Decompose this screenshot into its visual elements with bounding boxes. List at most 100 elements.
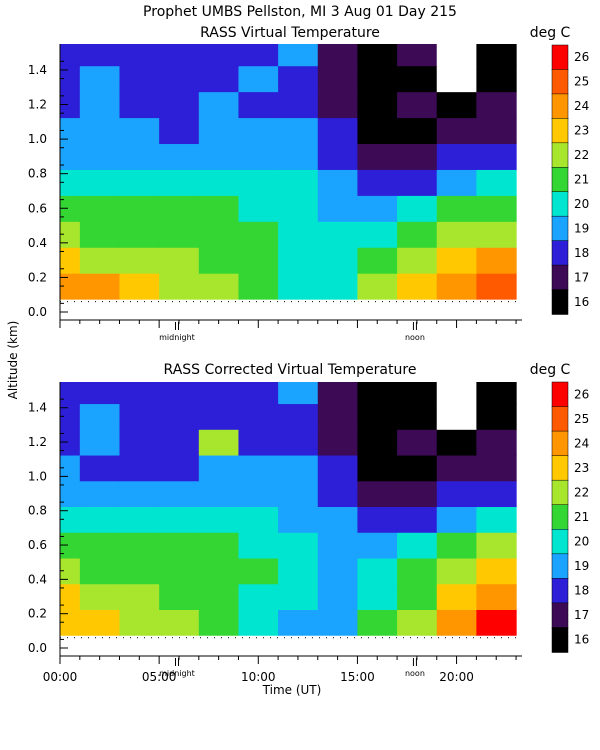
colorbar-label: 24 (574, 436, 589, 450)
heatmap-cell (79, 44, 121, 67)
heatmap-cell (278, 44, 319, 67)
heatmap-cell (317, 169, 359, 196)
heatmap-cell (476, 91, 517, 119)
heatmap-cell (238, 583, 279, 610)
heatmap-cell (357, 480, 398, 508)
heatmap-cell (159, 44, 200, 67)
heatmap-cell (476, 557, 517, 585)
heatmap-cell (397, 169, 438, 196)
heatmap-cell (476, 273, 517, 300)
colorbar-swatch-20 (551, 191, 569, 217)
heatmap-cell (238, 454, 279, 482)
heatmap-cell (436, 195, 477, 222)
heatmap-cell (159, 117, 200, 145)
heatmap-cell (119, 247, 160, 274)
heatmap-cell (79, 195, 121, 222)
heatmap-cell (238, 91, 279, 119)
y-tick-label: 1.2 (28, 98, 47, 112)
heatmap-cell (119, 273, 160, 300)
x-axis-label: Time (UT) (262, 683, 322, 697)
heatmap-cell (317, 403, 359, 430)
heatmap-cell (357, 117, 398, 145)
heatmap-cell (79, 403, 121, 430)
heatmap-cell (198, 117, 240, 145)
heatmap-cell (278, 143, 319, 170)
heatmap-cell (198, 65, 240, 93)
heatmap-cell (397, 506, 438, 533)
colorbar-label: 16 (574, 295, 589, 309)
heatmap-cell (159, 143, 200, 170)
heatmap-cell (238, 44, 279, 67)
heatmap-cell (198, 429, 240, 456)
heatmap-cell (159, 506, 200, 533)
y-tick-label: 0.0 (28, 305, 47, 319)
colorbar-unit: deg C (530, 25, 571, 41)
colorbar-label: 25 (574, 412, 589, 426)
heatmap-cell (119, 557, 160, 585)
colorbar-label: 23 (574, 461, 589, 475)
y-axis-label: Altitude (km) (6, 321, 20, 400)
colorbar-swatch-21 (551, 167, 569, 193)
heatmap-cell (397, 195, 438, 222)
panel-title: RASS Virtual Temperature (200, 25, 380, 41)
heatmap-cell (317, 583, 359, 610)
colorbar-swatch-26 (551, 44, 569, 71)
heatmap-cell (60, 506, 81, 533)
heatmap-cell (159, 65, 200, 93)
heatmap-cell (198, 403, 240, 430)
heatmap-cell (436, 65, 477, 93)
heatmap-cell (357, 195, 398, 222)
heatmap-cell (476, 454, 517, 482)
heatmap-cell (436, 403, 477, 430)
heatmap-cell (476, 532, 517, 559)
heatmap-cell (436, 91, 477, 119)
panel-2: RASS Corrected Virtual Temperature deg C 0… (28, 362, 589, 684)
panel-title: RASS Corrected Virtual Temperature (164, 362, 417, 378)
heatmap-cell (357, 44, 398, 67)
marker-label-midnight: midnight (159, 669, 195, 678)
heatmap-cell (397, 273, 438, 300)
x-tick-label: 20:00 (439, 670, 474, 684)
heatmap-cell (476, 403, 517, 430)
heatmap-cell (159, 382, 200, 405)
heatmap-cell (238, 117, 279, 145)
heatmap-cell (397, 44, 438, 67)
heatmap-cell (198, 532, 240, 559)
heatmap-cell (238, 506, 279, 533)
heatmap-cell (357, 506, 398, 533)
x-tick-label: 10:00 (241, 670, 276, 684)
y-tick-label: 0.0 (28, 641, 47, 655)
colorbar-swatch-16 (551, 289, 569, 315)
heatmap-cell (357, 273, 398, 300)
colorbar-label: 16 (574, 633, 589, 647)
heatmap-cell (60, 273, 81, 300)
heatmap-cell (198, 480, 240, 508)
heatmap-cell (79, 557, 121, 585)
colorbar-label: 21 (574, 510, 589, 524)
colorbar-unit: deg C (530, 362, 571, 378)
heatmap-cell (317, 273, 359, 300)
heatmap-cell (79, 117, 121, 145)
colorbar-label: 21 (574, 173, 589, 187)
heatmap-cell (317, 506, 359, 533)
heatmap-cell (436, 221, 477, 248)
heatmap-cell (119, 429, 160, 456)
y-tick-label: 0.2 (28, 270, 47, 284)
heatmap-cell (159, 583, 200, 610)
heatmap-cell (60, 117, 81, 145)
heatmap-cell (436, 169, 477, 196)
heatmap-cell (476, 221, 517, 248)
heatmap-cell (397, 221, 438, 248)
heatmap-cell (397, 382, 438, 405)
heatmap-cell (198, 221, 240, 248)
heatmap-cell (278, 506, 319, 533)
colorbar-swatch-21 (551, 504, 569, 531)
heatmap-cell (79, 221, 121, 248)
y-tick-label: 0.2 (28, 607, 47, 621)
heatmap-cell (317, 44, 359, 67)
heatmap-cell (119, 169, 160, 196)
heatmap-cell (79, 273, 121, 300)
colorbar-swatch-18 (551, 240, 569, 266)
heatmap-cell (436, 382, 477, 405)
heatmap-cell (79, 382, 121, 405)
